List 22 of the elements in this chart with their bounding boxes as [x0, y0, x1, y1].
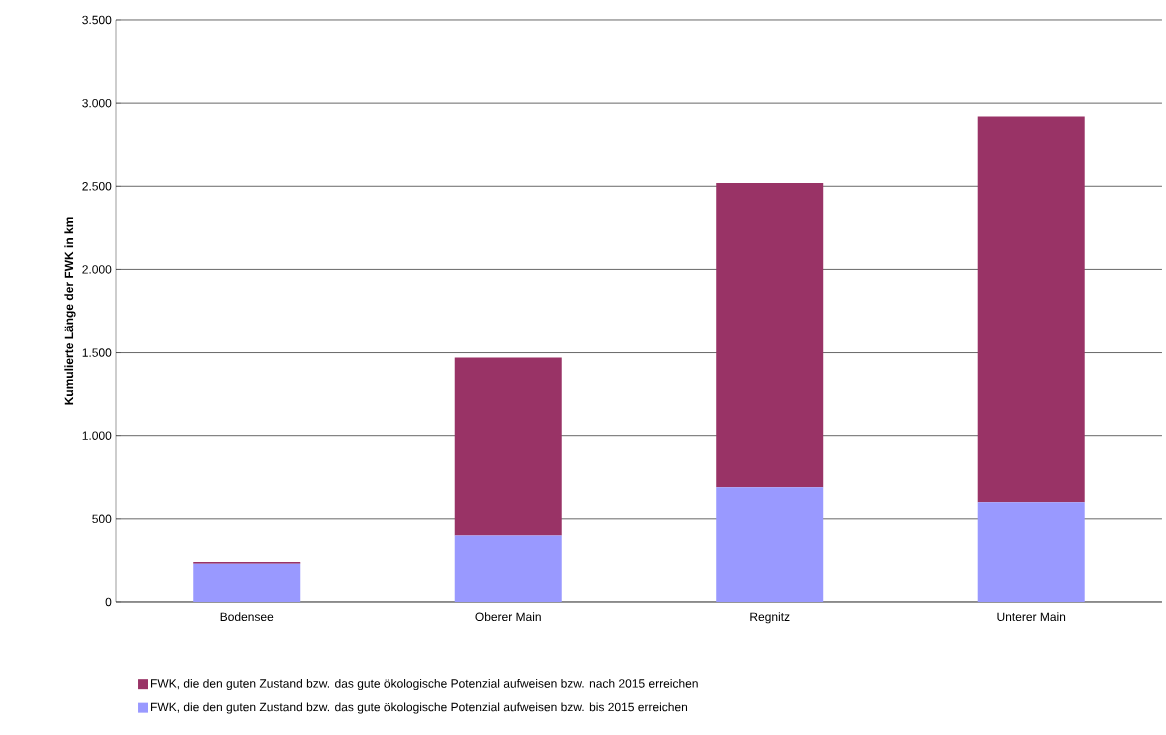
bar	[454, 535, 562, 602]
x-tick-label: Regnitz	[750, 612, 790, 624]
bar	[977, 116, 1085, 503]
bar	[977, 502, 1085, 602]
y-tick-label: 0	[105, 597, 112, 607]
bar	[193, 563, 301, 602]
bar	[716, 487, 824, 602]
x-tick-label: Oberer Main	[475, 612, 541, 621]
y-tick-label: 3.500	[82, 15, 112, 25]
y-tick-label: 2.000	[82, 265, 112, 274]
y-tick-label: 500	[92, 514, 112, 524]
legend-label: FWK, die den guten Zustand bzw. das gute ökologische Potenzial aufweisen bzw. nach 2015 erreichen	[151, 678, 698, 691]
y-tick-label: 1.500	[82, 348, 112, 357]
x-tick-label: Unterer Main	[997, 612, 1066, 621]
y-axis-title: Kumulierte Länge der FWK in km	[64, 217, 76, 405]
bar	[716, 182, 824, 488]
y-tick-label: 3.000	[82, 98, 112, 108]
legend-label: FWK, die den guten Zustand bzw. das gute ökologische Potenzial aufweisen bzw. bis 2015 erreichen	[151, 702, 688, 714]
y-tick-label: 2.500	[82, 182, 112, 191]
bar	[454, 357, 562, 536]
y-tick-label: 1.000	[82, 431, 112, 440]
x-tick-label: Bodensee	[220, 612, 274, 621]
